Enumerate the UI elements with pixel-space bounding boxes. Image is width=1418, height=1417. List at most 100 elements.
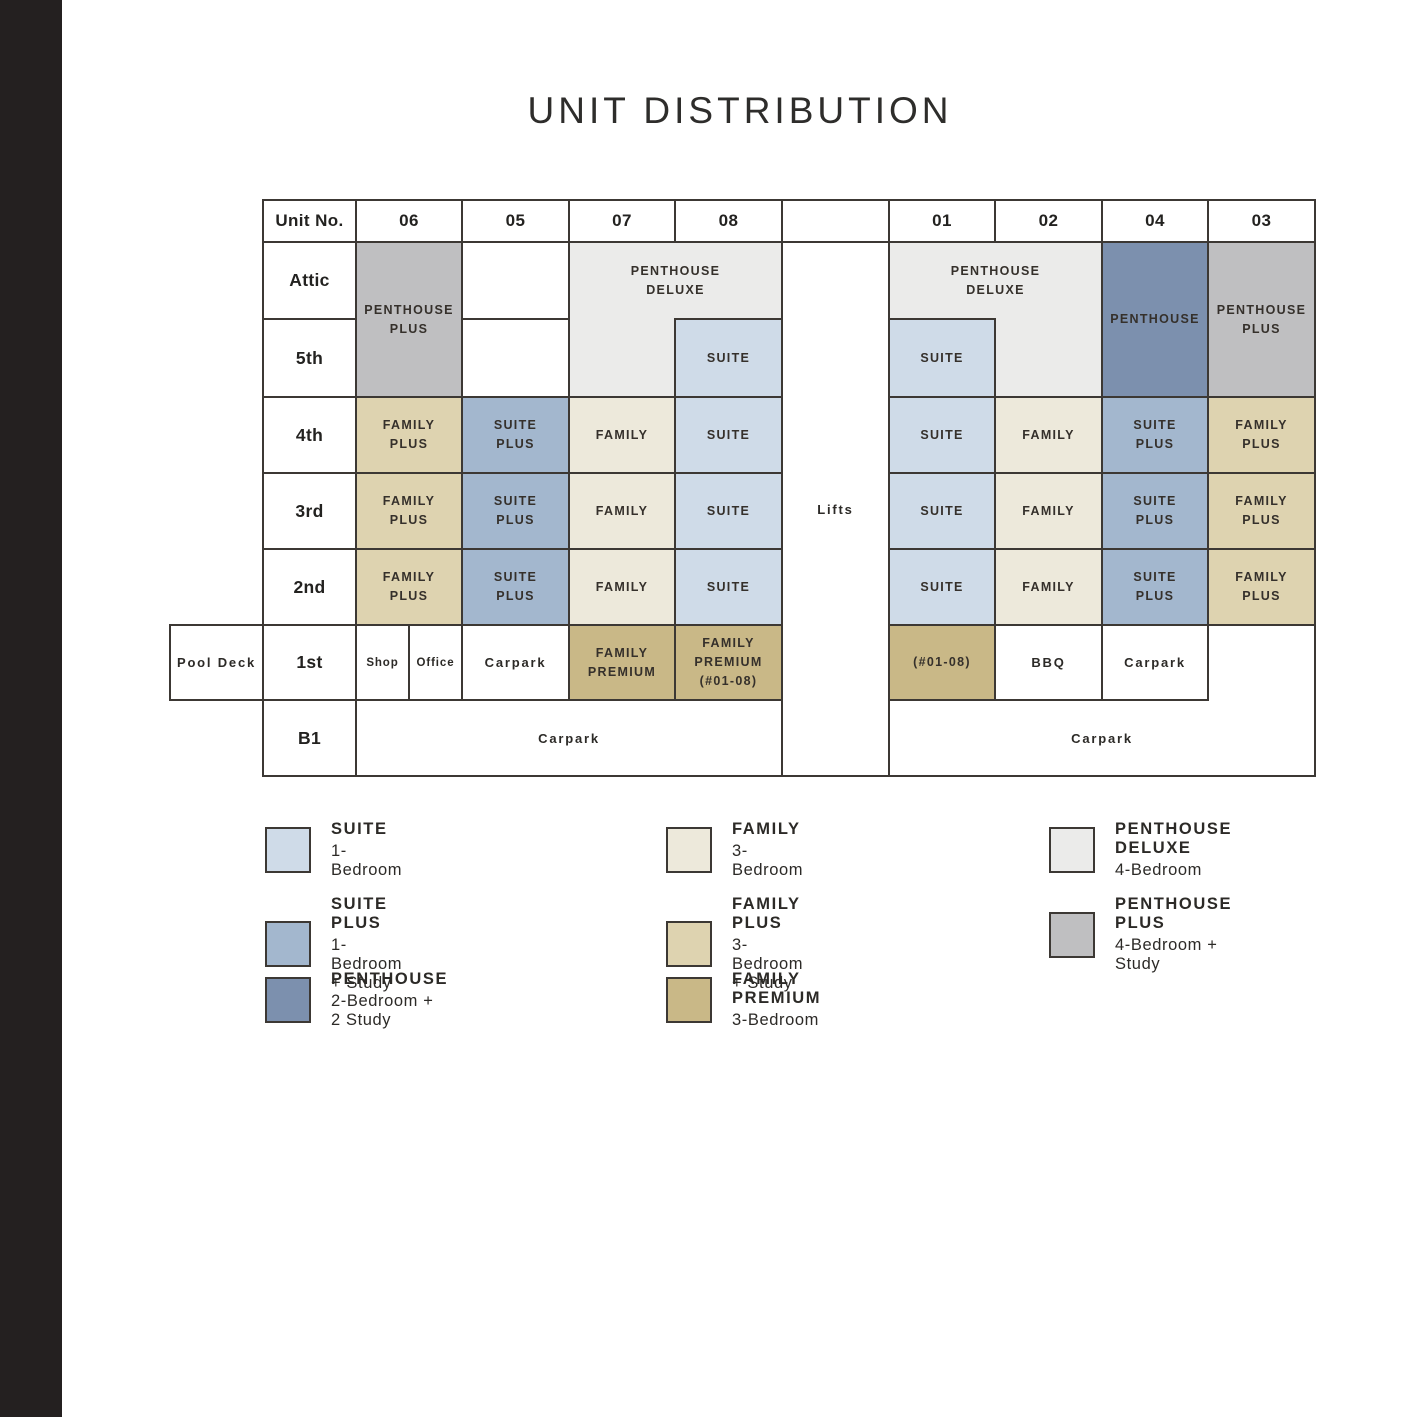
cell-07-3rd-family: FAMILY [568, 472, 676, 550]
header-unit-no: Unit No. [262, 199, 357, 243]
legend-item-penthouse: PENTHOUSE 2-Bedroom + 2 Study [265, 970, 448, 1030]
legend-name: FAMILY [732, 820, 801, 838]
cell-05-2nd-suite-plus: SUITE PLUS [461, 548, 570, 626]
legend-desc: 4-Bedroom [1115, 861, 1203, 879]
cell-0708-penthouse-deluxe: PENTHOUSE DELUXE [568, 241, 783, 320]
legend-item-family-plus: FAMILY PLUS 3-Bedroom + Study [666, 895, 803, 993]
cell-carpark-1st-left: Carpark [461, 624, 570, 701]
penthouse-deluxe-swatch [1049, 827, 1095, 873]
cell-08-4th-suite: SUITE [674, 396, 783, 474]
cell-05-3rd-suite-plus: SUITE PLUS [461, 472, 570, 550]
legend-name: PENTHOUSE [331, 970, 449, 988]
patch-penthouse-deluxe-right [996, 318, 1101, 320]
penthouse-swatch [265, 977, 311, 1023]
floor-label-4th: 4th [262, 396, 357, 474]
legend-desc: 1-Bedroom + Study [331, 936, 403, 992]
cell-pool-deck: Pool Deck [169, 624, 264, 701]
page-left-spine [0, 0, 62, 1417]
cell-b1-carpark-left: Carpark [355, 699, 783, 777]
cell-b1-carpark-right: Carpark [888, 699, 1316, 777]
header-06: 06 [355, 199, 463, 243]
cell-03-3rd-family-plus: FAMILY PLUS [1207, 472, 1316, 550]
family-premium-swatch [666, 977, 712, 1023]
cell-04-3rd-suite-plus: SUITE PLUS [1101, 472, 1209, 550]
cell-07-2nd-family: FAMILY [568, 548, 676, 626]
floor-label-1st: 1st [262, 624, 357, 701]
header-03: 03 [1207, 199, 1316, 243]
cell-04-4th-suite-plus: SUITE PLUS [1101, 396, 1209, 474]
floor-label-2nd: 2nd [262, 548, 357, 626]
legend-desc: 3-Bedroom [732, 842, 804, 879]
floor-label-attic: Attic [262, 241, 357, 320]
legend-item-suite-plus: SUITE PLUS 1-Bedroom + Study [265, 895, 402, 993]
legend-desc: 3-Bedroom + Study [732, 936, 804, 992]
cell-shop: Shop [355, 624, 410, 701]
patch-b1-right-merge [1209, 699, 1314, 701]
legend-item-family: FAMILY 3-Bedroom [666, 820, 803, 880]
cell-03-penthouse-plus: PENTHOUSE PLUS [1207, 241, 1316, 398]
cell-02-2nd-family: FAMILY [994, 548, 1103, 626]
cell-04-2nd-suite-plus: SUITE PLUS [1101, 548, 1209, 626]
cell-08-suite-5th: SUITE [674, 318, 783, 398]
cell-05-4th-suite-plus: SUITE PLUS [461, 396, 570, 474]
floor-label-b1: B1 [262, 699, 357, 777]
cell-03-1st-empty [1207, 624, 1316, 701]
header-07: 07 [568, 199, 676, 243]
cell-08-family-premium: FAMILY PREMIUM (#01-08) [674, 624, 783, 701]
cell-01-family-premium: (#01-08) [888, 624, 996, 701]
unit-distribution-table: Unit No. 06 05 07 08 01 02 04 03 Attic 5th 4th 3rd 2n… [169, 199, 1316, 777]
header-02: 02 [994, 199, 1103, 243]
cell-07-4th-family: FAMILY [568, 396, 676, 474]
page-title: UNIT DISTRIBUTION [527, 90, 953, 131]
header-lifts-blank [781, 199, 890, 243]
legend-item-family-premium: FAMILY PREMIUM 3-Bedroom [666, 970, 821, 1030]
legend-name: PENTHOUSE PLUS [1115, 895, 1233, 932]
legend-name: FAMILY PLUS [732, 895, 801, 932]
family-swatch [666, 827, 712, 873]
patch-penthouse-deluxe-left [570, 318, 674, 320]
legend-desc: 2-Bedroom + 2 Study [331, 992, 434, 1029]
cell-06-3rd-family-plus: FAMILY PLUS [355, 472, 463, 550]
cell-06-2nd-family-plus: FAMILY PLUS [355, 548, 463, 626]
cell-01-4th-suite: SUITE [888, 396, 996, 474]
cell-04-penthouse: PENTHOUSE [1101, 241, 1209, 398]
cell-06-penthouse-plus: PENTHOUSE PLUS [355, 241, 463, 398]
cell-03-2nd-family-plus: FAMILY PLUS [1207, 548, 1316, 626]
cell-0102-penthouse-deluxe: PENTHOUSE DELUXE [888, 241, 1103, 320]
cell-08-2nd-suite: SUITE [674, 548, 783, 626]
header-01: 01 [888, 199, 996, 243]
header-05: 05 [461, 199, 570, 243]
legend-name: SUITE PLUS [331, 895, 388, 932]
header-08: 08 [674, 199, 783, 243]
legend-desc: 4-Bedroom + Study [1115, 936, 1218, 973]
family-plus-swatch [666, 921, 712, 967]
cell-01-2nd-suite: SUITE [888, 548, 996, 626]
cell-02-4th-family: FAMILY [994, 396, 1103, 474]
cell-bbq: BBQ [994, 624, 1103, 701]
legend-name: FAMILY PREMIUM [732, 970, 822, 1007]
legend-desc: 3-Bedroom [732, 1011, 820, 1029]
cell-01-suite-5th: SUITE [888, 318, 996, 398]
cell-office: Office [408, 624, 463, 701]
legend-desc: 1-Bedroom [331, 842, 403, 879]
cell-01-3rd-suite: SUITE [888, 472, 996, 550]
cell-03-4th-family-plus: FAMILY PLUS [1207, 396, 1316, 474]
legend-name: SUITE [331, 820, 388, 838]
cell-07-family-premium: FAMILY PREMIUM [568, 624, 676, 701]
cell-02-penthouse-deluxe-5th [994, 318, 1103, 398]
header-04: 04 [1101, 199, 1209, 243]
floor-label-5th: 5th [262, 318, 357, 398]
legend-name: PENTHOUSE DELUXE [1115, 820, 1233, 857]
legend-item-suite: SUITE 1-Bedroom [265, 820, 402, 880]
suite-plus-swatch [265, 921, 311, 967]
cell-07-penthouse-deluxe-5th [568, 318, 676, 398]
cell-06-4th-family-plus: FAMILY PLUS [355, 396, 463, 474]
cell-lifts: Lifts [781, 241, 890, 777]
cell-carpark-1st-right: Carpark [1101, 624, 1209, 701]
floor-label-3rd: 3rd [262, 472, 357, 550]
legend-item-penthouse-plus: PENTHOUSE PLUS 4-Bedroom + Study [1049, 895, 1232, 974]
cell-08-3rd-suite: SUITE [674, 472, 783, 550]
cell-05-attic-empty [461, 241, 570, 320]
suite-swatch [265, 827, 311, 873]
